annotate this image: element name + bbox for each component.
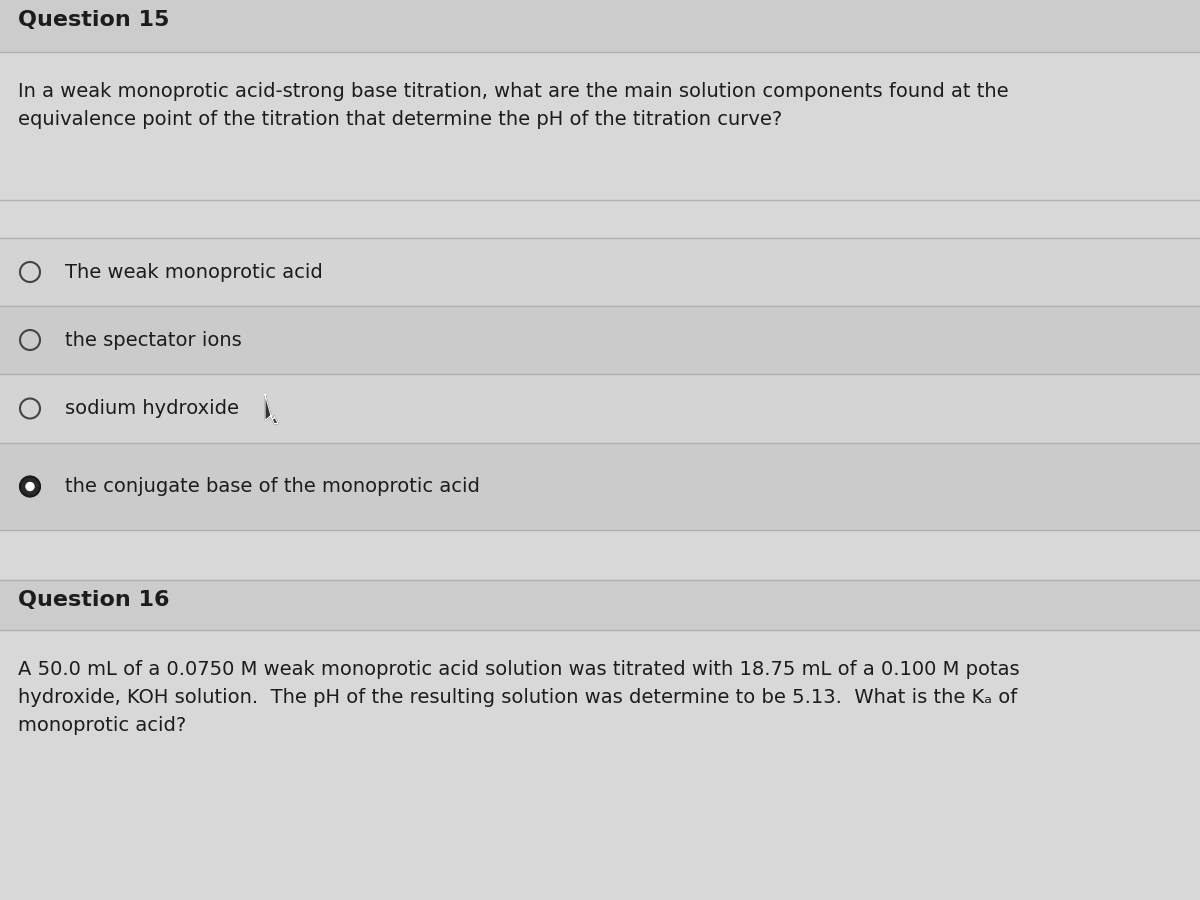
Text: the conjugate base of the monoprotic acid: the conjugate base of the monoprotic aci… (65, 477, 480, 496)
Text: In a weak monoprotic acid-strong base titration, what are the main solution comp: In a weak monoprotic acid-strong base ti… (18, 82, 1009, 101)
Text: Question 15: Question 15 (18, 10, 169, 30)
Polygon shape (265, 394, 278, 424)
Text: sodium hydroxide: sodium hydroxide (65, 399, 239, 418)
Text: A 50.0 mL of a 0.0750 M weak monoprotic acid solution was titrated with 18.75 mL: A 50.0 mL of a 0.0750 M weak monoprotic … (18, 660, 1020, 679)
Text: The weak monoprotic acid: The weak monoprotic acid (65, 263, 323, 282)
Text: monoprotic acid?: monoprotic acid? (18, 716, 186, 735)
Text: the spectator ions: the spectator ions (65, 330, 241, 349)
Circle shape (26, 482, 34, 491)
Text: hydroxide, KOH solution.  The pH of the resulting solution was determine to be 5: hydroxide, KOH solution. The pH of the r… (18, 688, 1018, 707)
Text: Question 16: Question 16 (18, 590, 169, 610)
Circle shape (20, 476, 40, 497)
Text: equivalence point of the titration that determine the pH of the titration curve?: equivalence point of the titration that … (18, 110, 782, 129)
